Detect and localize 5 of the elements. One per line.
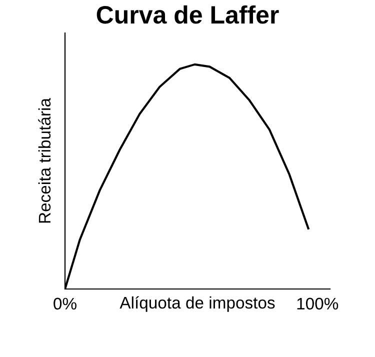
y-axis-title: Receita tributária — [38, 98, 51, 223]
x-tick-label: 0% — [54, 298, 76, 310]
chart-title: Curva de Laffer — [96, 5, 279, 24]
x-tick-label: 100% — [297, 298, 338, 310]
x-axis-title: Alíquota de impostos — [120, 296, 275, 312]
